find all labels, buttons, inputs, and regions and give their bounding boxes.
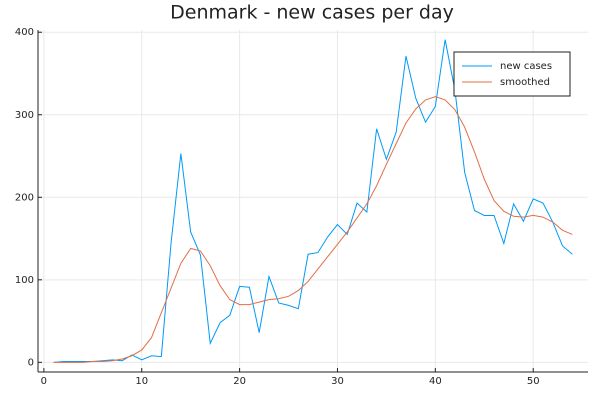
y-tick-label: 200 <box>15 192 34 203</box>
y-tick-label: 400 <box>15 27 34 38</box>
y-tick-label: 300 <box>15 110 34 121</box>
x-tick-label: 50 <box>527 376 540 387</box>
x-tick-label: 30 <box>331 376 344 387</box>
chart-title: Denmark - new cases per day <box>170 2 454 24</box>
x-tick-label: 0 <box>41 376 47 387</box>
legend-label: new cases <box>500 61 552 72</box>
series-line <box>53 39 573 363</box>
x-tick-label: 20 <box>233 376 246 387</box>
legend-box <box>453 51 571 97</box>
y-tick-label: 100 <box>15 275 34 286</box>
y-tick-label: 0 <box>28 357 34 368</box>
x-tick-label: 40 <box>429 376 442 387</box>
x-tick-label: 10 <box>135 376 148 387</box>
series-line <box>53 96 573 363</box>
legend-label: smoothed <box>500 77 550 88</box>
